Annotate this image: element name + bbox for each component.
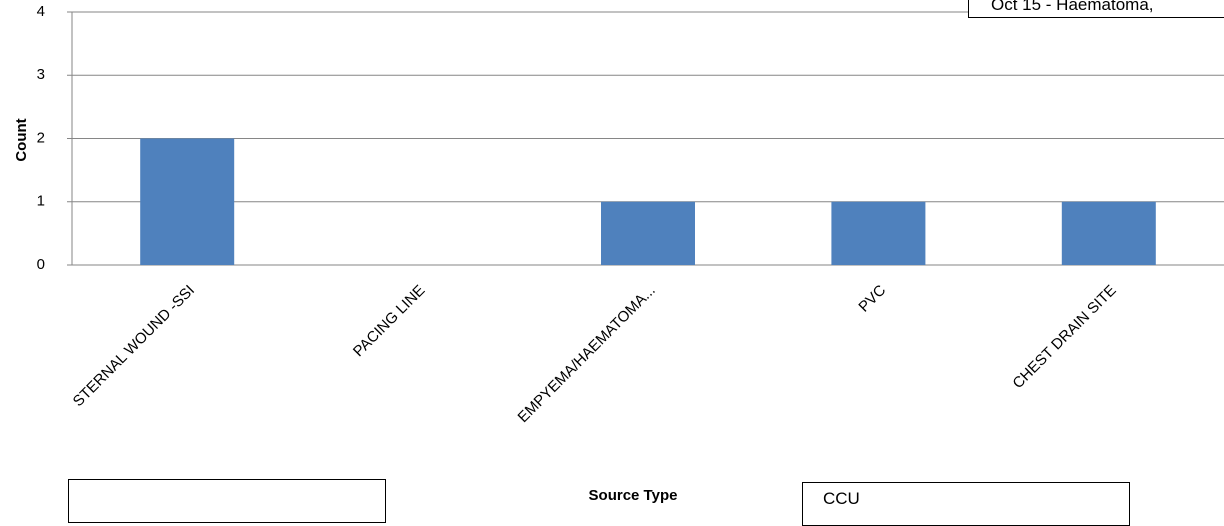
x-category-label: PACING LINE — [350, 282, 428, 360]
x-category-label: PVC — [855, 282, 889, 316]
y-tick-label: 1 — [37, 193, 45, 210]
x-category-label: EMPYEMA/HAEMATOMA... — [515, 282, 659, 426]
y-tick-label: 3 — [37, 66, 45, 83]
annotation-box-top-right: Oct 15 - Haematoma, — [968, 0, 1224, 18]
y-tick-label: 0 — [37, 256, 45, 273]
x-category-label: CHEST DRAIN SITE — [1009, 282, 1119, 392]
x-category-label: STERNAL WOUND -SSI — [70, 282, 198, 410]
bar — [140, 138, 235, 265]
annotation-text-bottom-right: CCU — [823, 489, 860, 508]
y-tick-label: 4 — [37, 3, 45, 20]
bar — [831, 201, 926, 265]
annotation-box-bottom-right: CCU — [802, 482, 1130, 526]
bar — [1061, 201, 1156, 265]
y-tick-labels: 0 1 2 3 4 — [37, 3, 45, 273]
x-axis-title: Source Type — [589, 487, 678, 504]
y-tick-label: 2 — [37, 129, 45, 146]
bar — [601, 201, 695, 265]
y-axis-title: Count — [13, 118, 30, 161]
bars — [140, 138, 1156, 265]
annotation-text-top-right: Oct 15 - Haematoma, — [991, 0, 1154, 14]
x-category-labels: STERNAL WOUND -SSI PACING LINE EMPYEMA/HAE… — [70, 282, 1120, 426]
annotation-box-bottom-left — [68, 479, 386, 523]
